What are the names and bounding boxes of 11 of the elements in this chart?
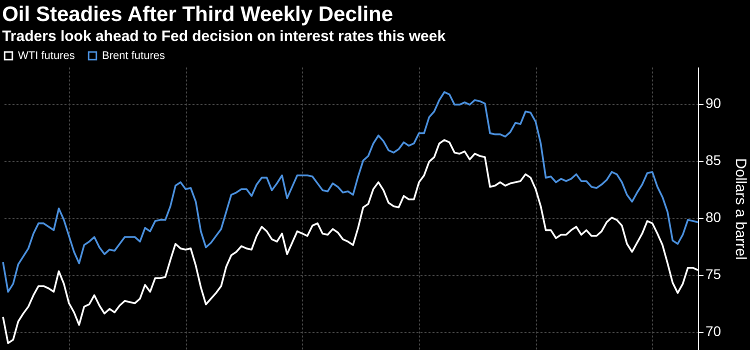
y-axis-title: Dollars a barrel (732, 158, 750, 260)
y-tick-label: 80 (706, 209, 722, 226)
y-tick-label: 90 (706, 95, 722, 112)
line-series (2, 91, 699, 293)
y-tick-label: 85 (706, 152, 722, 168)
y-tick-label: 75 (706, 266, 722, 282)
legend-label: Brent futures (102, 50, 166, 62)
chart-subtitle: Traders look ahead to Fed decision on interest rates this week (2, 28, 446, 45)
y-tick-label: 70 (706, 323, 722, 340)
chart-title: Oil Steadies After Third Weekly Decline (2, 3, 394, 26)
legend-label: WTI futures (18, 50, 76, 62)
